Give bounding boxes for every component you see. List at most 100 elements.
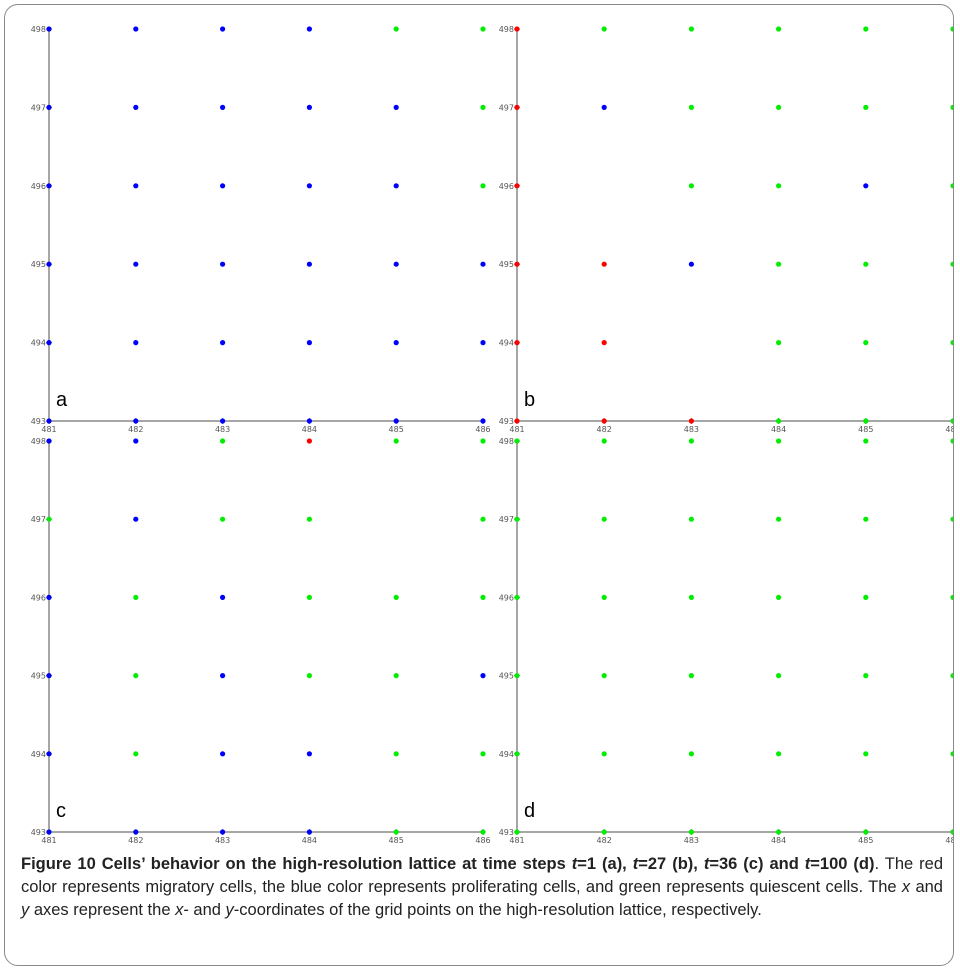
proliferating-cell-point bbox=[688, 261, 695, 267]
quiescent-cell-point bbox=[133, 673, 139, 679]
quiescent-cell-point bbox=[480, 516, 486, 522]
y-tick-label: 498 bbox=[31, 25, 46, 34]
proliferating-cell-point bbox=[220, 673, 226, 679]
quiescent-cell-point bbox=[601, 26, 607, 32]
quiescent-cell-point bbox=[306, 516, 312, 522]
quiescent-cell-point bbox=[950, 438, 953, 444]
caption-fragment: t bbox=[703, 855, 710, 873]
y-tick-label: 498 bbox=[31, 437, 46, 446]
proliferating-cell-point bbox=[306, 829, 312, 835]
x-tick-label: 482 bbox=[597, 425, 612, 434]
figure-frame: 493 494 495 496 497 498 481 482 483 484 485 486 a 493… bbox=[4, 4, 954, 966]
quiescent-cell-point bbox=[514, 751, 520, 757]
caption-fragment: =27 (b), bbox=[638, 855, 704, 873]
proliferating-cell-point bbox=[393, 183, 399, 189]
proliferating-cell-point bbox=[220, 261, 226, 267]
caption-fragment: t bbox=[804, 855, 811, 873]
panel-b: 493 494 495 496 497 498 481 482 483 484 485 486 b bbox=[499, 25, 954, 434]
quiescent-cell-point bbox=[863, 438, 869, 444]
quiescent-cell-point bbox=[480, 594, 486, 601]
y-tick-label: 496 bbox=[499, 182, 514, 191]
caption-title: Figure 10 Cells’ behavior on the high-re… bbox=[21, 855, 874, 873]
caption-fragment: axes represent the bbox=[29, 901, 176, 919]
y-tick-label: 497 bbox=[499, 515, 514, 524]
proliferating-cell-point bbox=[133, 104, 139, 110]
y-tick-label: 494 bbox=[31, 750, 46, 759]
quiescent-cell-point bbox=[776, 829, 782, 835]
x-tick-label: 481 bbox=[41, 836, 56, 845]
quiescent-cell-point bbox=[950, 104, 953, 110]
panel-label: c bbox=[56, 800, 66, 822]
quiescent-cell-point bbox=[601, 594, 607, 601]
quiescent-cell-point bbox=[776, 418, 782, 424]
migratory-cell-point bbox=[514, 261, 520, 267]
x-tick-label: 486 bbox=[945, 425, 954, 434]
x-tick-label: 481 bbox=[509, 836, 524, 845]
quiescent-cell-point bbox=[601, 516, 607, 522]
y-tick-label: 497 bbox=[31, 103, 46, 112]
proliferating-cell-point bbox=[46, 340, 52, 346]
quiescent-cell-point bbox=[480, 438, 486, 444]
proliferating-cell-point bbox=[306, 26, 312, 32]
proliferating-cell-point bbox=[220, 751, 226, 757]
quiescent-cell-point bbox=[863, 594, 869, 601]
quiescent-cell-point bbox=[601, 751, 607, 757]
quiescent-cell-point bbox=[863, 104, 869, 110]
proliferating-cell-point bbox=[306, 418, 312, 424]
proliferating-cell-point bbox=[306, 261, 312, 267]
proliferating-cell-point bbox=[133, 418, 139, 424]
migratory-cell-point bbox=[514, 26, 520, 32]
quiescent-cell-point bbox=[950, 594, 953, 600]
quiescent-cell-point bbox=[393, 438, 399, 444]
panel-label: b bbox=[524, 389, 535, 411]
quiescent-cell-point bbox=[688, 594, 695, 601]
x-tick-label: 486 bbox=[475, 836, 490, 845]
quiescent-cell-point bbox=[393, 673, 399, 679]
caption-fragment: x bbox=[175, 901, 184, 919]
quiescent-cell-point bbox=[46, 516, 52, 522]
y-tick-label: 493 bbox=[31, 828, 46, 837]
caption-fragment: -coordinates of the grid points on the h… bbox=[233, 901, 762, 919]
y-tick-label: 495 bbox=[31, 260, 46, 269]
x-tick-label: 482 bbox=[128, 425, 143, 434]
quiescent-cell-point bbox=[863, 673, 869, 679]
proliferating-cell-point bbox=[220, 340, 226, 346]
quiescent-cell-point bbox=[863, 26, 869, 32]
quiescent-cell-point bbox=[393, 829, 399, 835]
quiescent-cell-point bbox=[688, 104, 695, 110]
proliferating-cell-point bbox=[46, 261, 52, 267]
quiescent-cell-point bbox=[688, 673, 695, 679]
proliferating-cell-point bbox=[133, 340, 139, 346]
quiescent-cell-point bbox=[950, 183, 953, 189]
proliferating-cell-point bbox=[480, 261, 486, 267]
caption-fragment: - and bbox=[183, 901, 226, 919]
proliferating-cell-point bbox=[306, 340, 312, 346]
proliferating-cell-point bbox=[393, 104, 399, 110]
panel-a: 493 494 495 496 497 498 481 482 483 484 485 486 a bbox=[31, 25, 491, 434]
caption-fragment: x bbox=[901, 878, 911, 896]
quiescent-cell-point bbox=[776, 594, 782, 601]
x-tick-label: 485 bbox=[858, 836, 873, 845]
quiescent-cell-point bbox=[776, 673, 782, 679]
proliferating-cell-point bbox=[133, 516, 139, 522]
quiescent-cell-point bbox=[514, 594, 520, 601]
x-tick-label: 485 bbox=[858, 425, 873, 434]
quiescent-cell-point bbox=[776, 340, 782, 346]
proliferating-cell-point bbox=[393, 261, 399, 267]
proliferating-cell-point bbox=[480, 418, 486, 424]
proliferating-cell-point bbox=[306, 183, 312, 189]
caption-fragment: =1 (a), bbox=[577, 855, 633, 873]
quiescent-cell-point bbox=[133, 751, 139, 757]
panel-label: a bbox=[56, 389, 68, 411]
caption-fragment: t bbox=[571, 855, 578, 873]
y-tick-label: 496 bbox=[499, 593, 514, 602]
quiescent-cell-point bbox=[480, 26, 486, 32]
panel-c: 493 494 495 496 497 498 481 482 483 484 485 486 c bbox=[31, 437, 491, 845]
figure-caption: Figure 10 Cells’ behavior on the high-re… bbox=[21, 853, 943, 922]
proliferating-cell-point bbox=[220, 26, 226, 32]
proliferating-cell-point bbox=[220, 594, 226, 601]
quiescent-cell-point bbox=[863, 418, 869, 424]
quiescent-cell-point bbox=[514, 438, 520, 444]
quiescent-cell-point bbox=[776, 26, 782, 32]
